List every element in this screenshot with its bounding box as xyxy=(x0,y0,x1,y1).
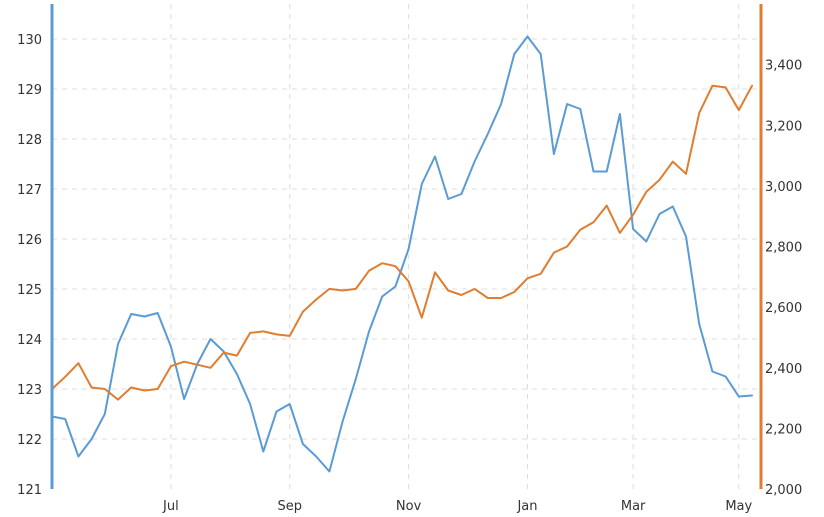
y-right-tick-label: 2,200 xyxy=(765,422,802,437)
y-left-tick-label: 130 xyxy=(17,33,42,48)
y-left-tick-label: 121 xyxy=(17,483,42,498)
series-line-left-axis xyxy=(51,35,753,473)
series-line-right-axis xyxy=(51,84,753,401)
y-left-tick-label: 129 xyxy=(17,83,42,98)
y-right-tick-label: 3,000 xyxy=(765,180,802,195)
y-right-tick-label: 2,000 xyxy=(765,483,802,498)
x-tick-label: Jan xyxy=(516,499,537,514)
x-tick-label: Nov xyxy=(396,499,422,514)
x-tick-label: Jul xyxy=(162,499,179,514)
y-left-tick-label: 122 xyxy=(17,433,42,448)
gridlines xyxy=(52,4,761,489)
tick-labels: 121 122 123 124 125 126 127 128 129 130 Jul Sep Nov J… xyxy=(17,33,802,514)
y-left-tick-label: 126 xyxy=(17,233,42,248)
y-right-tick-label: 2,600 xyxy=(765,301,802,316)
y-right-tick-label: 2,400 xyxy=(765,362,802,377)
axes xyxy=(50,4,763,489)
y-left-tick-label: 124 xyxy=(17,333,42,348)
x-tick-label: Sep xyxy=(277,499,302,514)
y-right-tick-label: 3,200 xyxy=(765,119,802,134)
y-left-tick-label: 127 xyxy=(17,183,42,198)
y-left-tick-label: 128 xyxy=(17,133,42,148)
y-left-tick-label: 123 xyxy=(17,383,42,398)
y-right-tick-label: 2,800 xyxy=(765,241,802,256)
y-left-tick-label: 125 xyxy=(17,283,42,298)
x-tick-label: May xyxy=(725,499,752,514)
y-right-tick-label: 3,400 xyxy=(765,59,802,74)
x-tick-label: Mar xyxy=(621,499,646,514)
series-lines xyxy=(51,35,753,473)
